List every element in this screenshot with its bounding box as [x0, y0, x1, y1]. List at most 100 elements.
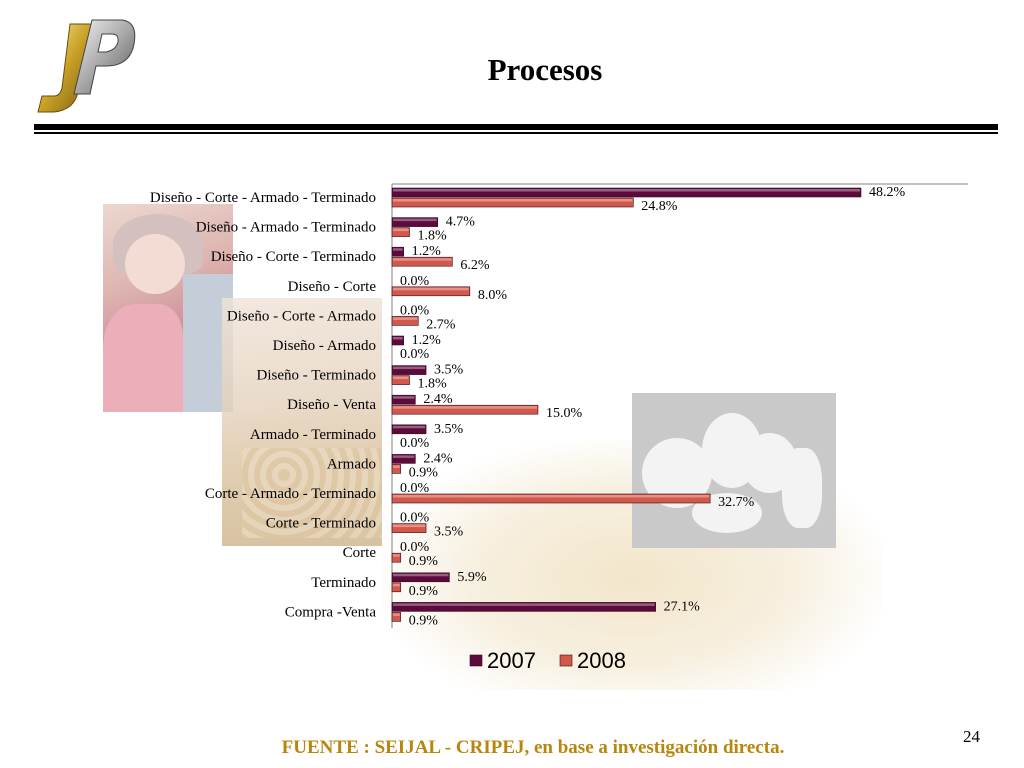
bar-highlight-2008: [393, 228, 409, 232]
data-label-2007: 0.0%: [400, 481, 430, 496]
title-rule-thick: [34, 124, 998, 130]
bar-highlight-2008: [393, 317, 418, 320]
bar-2008: [391, 612, 402, 622]
bar-2008: [391, 493, 711, 504]
bar-highlight-2008: [393, 583, 400, 587]
bar-highlight-2008: [393, 199, 633, 202]
bar-highlight-2007: [393, 189, 860, 192]
bar-2007: [391, 572, 450, 583]
data-label-2007: 3.5%: [434, 422, 464, 437]
bar-highlight-2007: [393, 455, 415, 458]
data-label-2007: 2.4%: [423, 451, 453, 466]
bar-highlight-2008: [393, 258, 452, 261]
bar-2008: [391, 375, 410, 385]
data-label-2008: 0.0%: [400, 347, 430, 362]
bar-highlight-2007: [393, 573, 449, 577]
data-label-2007: 0.0%: [400, 540, 430, 555]
category-label: Diseño - Terminado: [257, 368, 376, 384]
page-title: Procesos: [487, 52, 603, 87]
bar-highlight-2007: [393, 248, 403, 251]
bar-highlight-2007: [393, 337, 403, 340]
data-label-2007: 27.1%: [664, 599, 701, 614]
legend-swatch-2008: [559, 654, 573, 667]
bar-2008: [391, 197, 634, 208]
data-label-2007: 3.5%: [434, 363, 464, 378]
data-label-2008: 0.9%: [409, 584, 439, 599]
bar-highlight-2007: [393, 366, 426, 370]
category-label: Diseño - Venta: [287, 397, 376, 413]
legend-label-2008: 2008: [577, 648, 626, 673]
category-label: Compra -Venta: [285, 604, 377, 620]
bar-highlight-2007: [393, 425, 426, 429]
bar-2007: [391, 187, 862, 198]
bar-2007: [391, 602, 656, 612]
bar-highlight-2008: [393, 376, 409, 380]
data-label-2008: 1.8%: [418, 229, 448, 244]
category-label: Armado: [327, 456, 376, 472]
bar-2008: [391, 523, 427, 533]
category-label: Diseño - Corte - Armado: [227, 308, 376, 324]
bar-highlight-2008: [393, 613, 400, 616]
data-label-2008: 3.5%: [434, 525, 464, 540]
bar-highlight-2008: [393, 495, 710, 498]
bar-2007: [391, 394, 416, 405]
bar-2008: [391, 582, 402, 593]
artisan-woman-photo: [103, 204, 233, 412]
data-label-2007: 0.0%: [400, 303, 430, 318]
source-note: FUENTE : SEIJAL - CRIPEJ, en base a inve…: [281, 737, 785, 758]
bar-2008: [391, 316, 419, 326]
title-rule-thin: [34, 132, 998, 134]
bar-2008: [391, 552, 402, 563]
category-label: Terminado: [311, 575, 376, 591]
bar-highlight-2007: [393, 603, 655, 606]
bar-highlight-2008: [393, 287, 469, 291]
page-number: 24: [963, 727, 980, 746]
data-label-2007: 1.2%: [412, 333, 442, 348]
data-label-2008: 8.0%: [478, 288, 508, 303]
bar-2008: [391, 256, 453, 267]
data-label-2008: 24.8%: [641, 199, 678, 214]
category-label: Diseño - Corte: [288, 279, 377, 295]
bar-2008: [391, 286, 471, 297]
data-label-2007: 4.7%: [446, 215, 476, 230]
dolls-photo: [632, 393, 836, 548]
bar-2007: [391, 365, 427, 375]
data-label-2007: 0.0%: [400, 511, 430, 526]
bar-highlight-2008: [393, 554, 400, 557]
data-label-2008: 15.0%: [546, 406, 583, 421]
category-label: Corte - Terminado: [266, 516, 376, 532]
bar-2008: [391, 404, 539, 415]
data-label-2008: 2.7%: [426, 317, 456, 332]
data-label-2007: 5.9%: [457, 570, 487, 585]
category-label: Corte: [343, 545, 377, 561]
category-label: Armado - Terminado: [250, 427, 376, 443]
bar-highlight-2008: [393, 406, 537, 409]
legend-swatch-2007: [469, 654, 483, 667]
data-label-2008: 0.9%: [409, 613, 439, 628]
crafts-detail-photo: [222, 298, 382, 546]
bar-2007: [391, 424, 427, 435]
category-label: Diseño - Armado - Terminado: [196, 220, 376, 236]
data-label-2007: 2.4%: [423, 392, 453, 407]
bar-2007: [391, 335, 404, 346]
category-label: Corte - Armado - Terminado: [205, 486, 376, 502]
bar-highlight-2007: [393, 396, 415, 399]
bar-2007: [391, 246, 404, 257]
bar-2007: [391, 217, 439, 227]
category-label: Diseño - Corte - Armado - Terminado: [150, 190, 376, 206]
category-label: Diseño - Armado: [273, 338, 376, 354]
data-label-2008: 1.8%: [418, 377, 448, 392]
data-label-2008: 32.7%: [718, 495, 755, 510]
bar-2008: [391, 227, 410, 237]
data-label-2008: 0.9%: [409, 554, 439, 569]
data-label-2007: 0.0%: [400, 274, 430, 289]
bar-highlight-2007: [393, 218, 437, 222]
bar-2008: [391, 464, 402, 474]
category-label: Diseño - Corte - Terminado: [211, 249, 376, 265]
data-label-2008: 0.9%: [409, 465, 439, 480]
bar-2007: [391, 454, 416, 464]
data-label-2008: 6.2%: [460, 258, 490, 273]
data-label-2007: 1.2%: [412, 244, 442, 259]
